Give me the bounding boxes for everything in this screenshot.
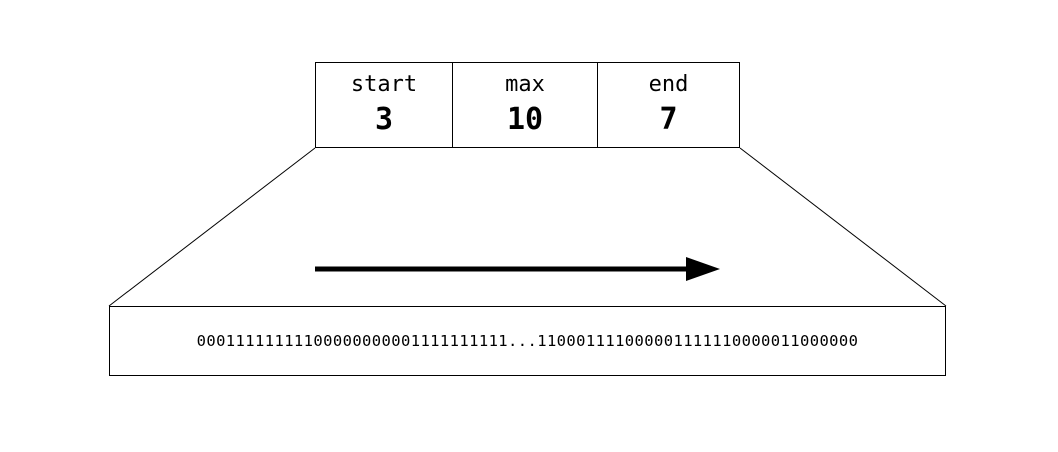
end-cell: end 7 bbox=[597, 63, 739, 147]
end-value: 7 bbox=[659, 102, 678, 137]
bitstream-text: 00011111111100000000001111111111...11000… bbox=[196, 332, 859, 350]
arrow-head bbox=[686, 257, 720, 281]
bitstream-box: 00011111111100000000001111111111...11000… bbox=[109, 306, 946, 376]
start-value: 3 bbox=[374, 102, 394, 137]
end-label: end bbox=[648, 72, 689, 97]
max-label: max bbox=[505, 72, 545, 97]
max-cell: max 10 bbox=[452, 63, 597, 147]
right-trapezoid-edge bbox=[739, 147, 947, 307]
header-summary-box: start 3 max 10 end 7 bbox=[315, 62, 740, 148]
start-cell: start 3 bbox=[316, 63, 452, 147]
start-label: start bbox=[350, 72, 418, 97]
direction-arrow bbox=[315, 257, 720, 281]
max-value: 10 bbox=[506, 102, 544, 137]
left-trapezoid-edge bbox=[108, 147, 316, 307]
